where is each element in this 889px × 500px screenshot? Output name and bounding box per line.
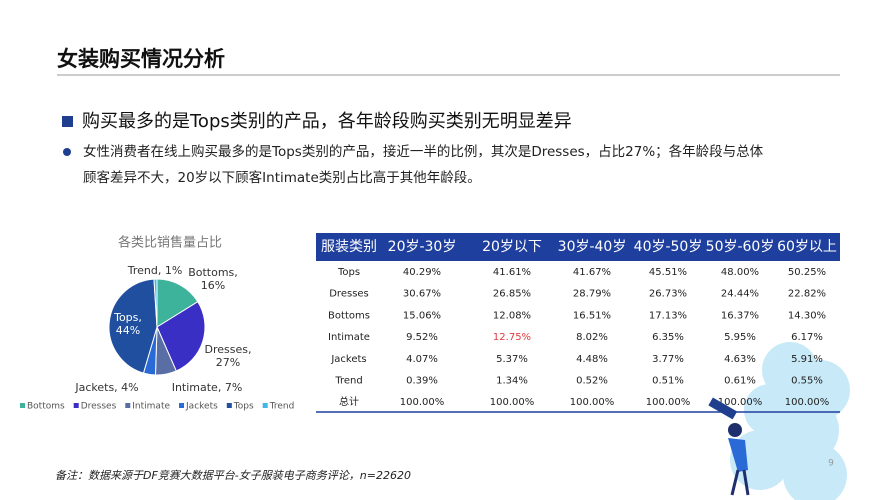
table-header-cell: 服装类别 (321, 239, 377, 255)
pie-slice (156, 278, 199, 328)
legend-swatch (125, 403, 131, 408)
legend-swatch (179, 403, 185, 408)
legend-swatch (262, 403, 268, 408)
legend-label: Intimate (132, 402, 170, 412)
table-cell: 3.77% (652, 354, 684, 365)
table-header-bg (316, 233, 840, 261)
heading: 购买最多的是Tops类别的产品，各年龄段购买类别无明显差异 (82, 111, 572, 132)
table-cell: 100.00% (490, 397, 535, 408)
legend-swatch (20, 403, 25, 408)
label-line: 16% (201, 279, 225, 292)
data-label: Jackets, 4% (74, 381, 138, 394)
table-cell: 0.39% (406, 376, 438, 387)
table-cell: 5.91% (791, 354, 823, 365)
table-cell: 12.75% (493, 332, 531, 343)
cloud (730, 342, 850, 500)
table-cell: 6.17% (791, 332, 823, 343)
table-cell: 15.06% (403, 310, 441, 321)
table-cell: 100.00% (646, 397, 691, 408)
footnote: 备注：数据来源于DF竞赛大数据平台-女子服装电子商务评论，n=22620 (55, 469, 411, 482)
data-label: Intimate, 7% (172, 381, 243, 394)
table-cell: Trend (334, 376, 362, 387)
table-cell: 26.85% (493, 289, 531, 300)
pie-slice (108, 278, 158, 374)
table-header-cell: 60岁以上 (777, 239, 837, 255)
table-cell: 28.79% (573, 289, 611, 300)
table-cell: 0.61% (724, 376, 756, 387)
table-cell: Dresses (329, 289, 369, 300)
table-cell: 100.00% (400, 397, 445, 408)
legend-label: Dresses (81, 402, 117, 412)
slide-title: 女装购买情况分析 (57, 47, 225, 71)
legend-label: Bottoms (27, 402, 65, 412)
table-cell: 100.00% (570, 397, 615, 408)
table-cell: 0.55% (791, 376, 823, 387)
table-cell: 9.52% (406, 332, 438, 343)
chart-title: 各类比销售量占比 (118, 235, 222, 251)
table-cell: 45.51% (649, 267, 687, 278)
label-line: Tops, (113, 311, 142, 324)
legend-swatch (226, 403, 232, 408)
table-cell: 24.44% (721, 289, 759, 300)
table-header-cell: 50岁-60岁 (706, 239, 775, 255)
page-number: 9 (828, 459, 834, 469)
table-cell: 4.63% (724, 354, 756, 365)
data-label: Tops, 44% (113, 311, 142, 337)
legend-label: Jackets (185, 402, 218, 412)
data-label: Dresses, 27% (205, 343, 252, 369)
table-cell: 48.00% (721, 267, 759, 278)
pie-chart: Bottoms, 16% Dresses, 27% Intimate, 7% Jacket… (20, 264, 294, 412)
table-cell: 22.82% (788, 289, 826, 300)
table-cell: Tops (337, 267, 360, 278)
table-cell: 16.37% (721, 310, 759, 321)
label-line: Dresses, (205, 343, 252, 356)
legend-swatch (73, 403, 79, 408)
table-header-cell: 40岁-50岁 (634, 239, 703, 255)
table-cell: 14.30% (788, 310, 826, 321)
table-cell: 100.00% (718, 397, 763, 408)
table-cell: 12.08% (493, 310, 531, 321)
table-header-cell: 30岁-40岁 (558, 239, 627, 255)
table-cell: 1.34% (496, 376, 528, 387)
bullet-text: 顾客差异不大，20岁以下顾客Intimate类别占比高于其他年龄段。 (83, 169, 481, 186)
table-cell: 0.52% (576, 376, 608, 387)
data-label: Trend, 1% (127, 264, 183, 277)
table-cell: 30.67% (403, 289, 441, 300)
table-cell: 50.25% (788, 267, 826, 278)
label-line: 27% (216, 356, 240, 369)
table-cell: 41.67% (573, 267, 611, 278)
label-line: Bottoms, (188, 266, 238, 279)
dot-bullet (63, 148, 71, 156)
legend-label: Tops (233, 402, 254, 412)
pie-slice (153, 278, 158, 328)
table-cell: 5.37% (496, 354, 528, 365)
table-cell: 16.51% (573, 310, 611, 321)
table-cell: 6.35% (652, 332, 684, 343)
table-cell: 4.07% (406, 354, 438, 365)
table-cell: 40.29% (403, 267, 441, 278)
table-cell: 总计 (339, 395, 359, 408)
data-label: Bottoms, 16% (188, 266, 238, 292)
table-cell: 17.13% (649, 310, 687, 321)
square-bullet (62, 116, 73, 127)
table-cell: 8.02% (576, 332, 608, 343)
table-cell: 0.51% (652, 376, 684, 387)
table: 服装类别 20岁-30岁 20岁以下 30岁-40岁 40岁-50岁 50岁-60岁 60岁… (316, 233, 840, 413)
table-cell: 5.95% (724, 332, 756, 343)
table-cell: 26.73% (649, 289, 687, 300)
table-cell: 4.48% (576, 354, 608, 365)
table-cell: Jackets (330, 354, 366, 365)
label-line: 44% (116, 324, 140, 337)
bullet-text: 女性消费者在线上购买最多的是Tops类别的产品，接近一半的比例，其次是Dress… (83, 143, 764, 160)
table-cell: 100.00% (785, 397, 830, 408)
table-cell: 41.61% (493, 267, 531, 278)
table-header-cell: 20岁-30岁 (388, 239, 457, 255)
legend-label: Trend (269, 402, 295, 412)
figure (708, 397, 750, 496)
table-header-cell: 20岁以下 (482, 239, 542, 255)
table-cell: Intimate (328, 332, 370, 343)
table-cell: Bottoms (328, 310, 370, 321)
